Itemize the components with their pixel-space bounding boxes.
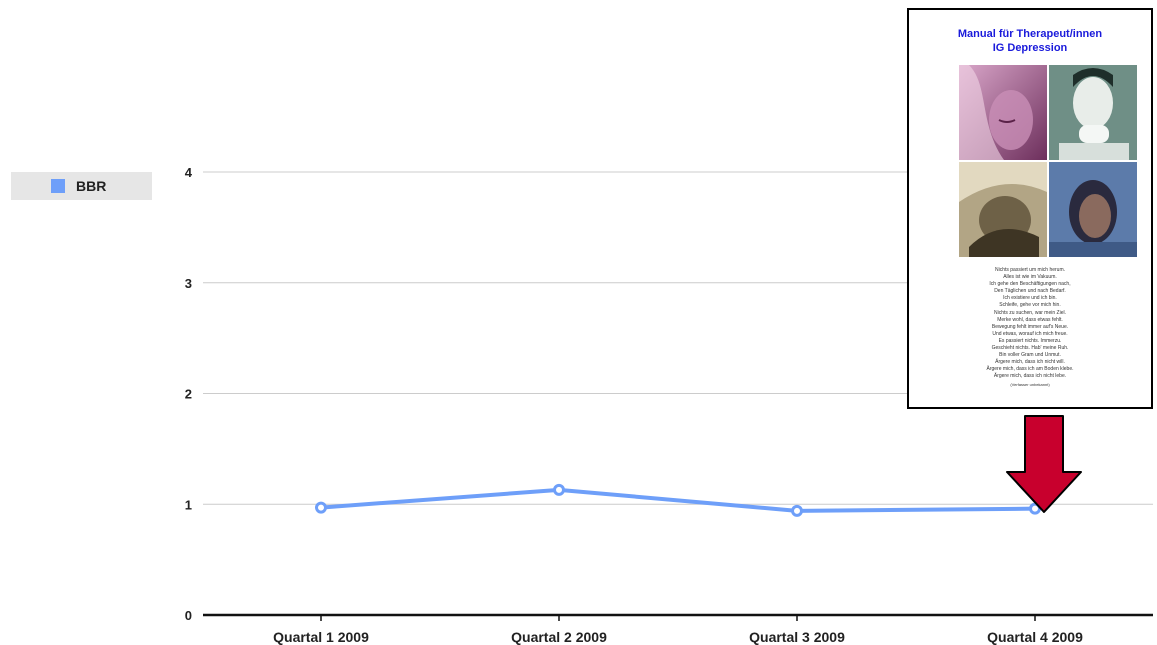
poem-line: Bin voller Gram und Unmut. [999, 352, 1061, 359]
poem-credit: (Verfasser unbekannt) [1010, 381, 1050, 387]
poem-line: Merke wohl, dass etwas fehlt. [997, 316, 1063, 323]
poem-line: Geschieht nichts. Hab' meine Ruh. [991, 345, 1069, 352]
data-point [1029, 502, 1041, 515]
y-tick-label: 3 [185, 276, 192, 291]
poem-line: Und etwas, worauf ich mich freue. [992, 330, 1068, 337]
man-photo-icon [1049, 65, 1137, 160]
poem-text: Nichts passiert um mich herum. Alles ist… [909, 267, 1151, 388]
poem-line: Alles ist wie im Vakuum. [1003, 274, 1057, 281]
x-axis [203, 613, 1153, 621]
x-tick-label: Quartal 3 2009 [749, 629, 845, 645]
legend-swatch [51, 179, 65, 193]
poem-line: Ärgere mich, dass ich am Boden klebe. [986, 366, 1074, 373]
data-point [315, 501, 327, 514]
poem-line: Es passiert nichts. Immerzu. [998, 337, 1062, 344]
down-arrow-icon [1006, 415, 1082, 513]
poem-line: Ärgere mich, dass ich nicht will. [995, 359, 1065, 366]
poem-line: Ich gehe den Beschäftigungen nach, [989, 281, 1071, 288]
legend: BBR [11, 172, 152, 200]
legend-label-bbr: BBR [76, 178, 107, 194]
y-tick-label: 0 [185, 608, 192, 623]
y-axis-tick-labels: 0 1 2 3 4 [185, 165, 193, 623]
poem-line: Bewegung fehlt immer auf's Neue. [991, 323, 1069, 330]
poem-line: Ich existiere und ich bin. [1003, 295, 1057, 302]
photo-collage [959, 65, 1137, 257]
x-tick-label: Quartal 4 2009 [987, 629, 1083, 645]
y-tick-label: 1 [185, 497, 192, 512]
chart-series [315, 483, 1041, 517]
poem-line: Nichts zu suchen, war mein Ziel. [994, 309, 1066, 316]
x-tick-label: Quartal 2 2009 [511, 629, 607, 645]
x-tick-label: Quartal 1 2009 [273, 629, 369, 645]
poem-line: Den Täglichen und nach Bedarf. [994, 288, 1066, 295]
woman-photo-icon [959, 65, 1047, 160]
data-point [553, 483, 565, 496]
manual-title: Manual für Therapeut/innen IG Depression [909, 27, 1151, 55]
manual-title-line-2: IG Depression [992, 42, 1068, 54]
poem-line: Ärgere mich, dass ich nicht lebe. [993, 373, 1067, 380]
poem-line: Nichts passiert um mich herum. [994, 267, 1066, 273]
data-point [791, 504, 803, 517]
y-tick-label: 2 [185, 387, 192, 402]
sad-man-photo-icon [959, 162, 1047, 257]
manual-cover-inset: Manual für Therapeut/innen IG Depression [907, 8, 1153, 409]
y-tick-label: 4 [185, 165, 193, 180]
x-axis-tick-labels: Quartal 1 2009 Quartal 2 2009 Quartal 3 20… [273, 629, 1083, 645]
series-line-bbr [320, 487, 1036, 513]
manual-title-line-1: Manual für Therapeut/innen [957, 28, 1103, 40]
poem-line: Schleife, gehe vor mich hin. [999, 302, 1061, 309]
woman-photo-icon [1049, 162, 1137, 257]
